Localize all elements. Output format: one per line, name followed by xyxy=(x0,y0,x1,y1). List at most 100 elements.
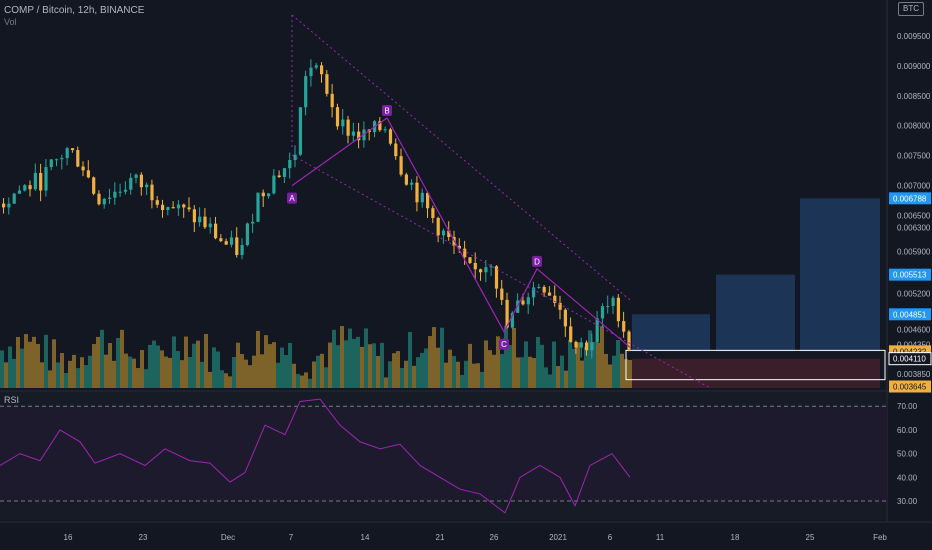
candle xyxy=(145,184,149,188)
candle xyxy=(532,287,536,298)
volume-bar xyxy=(64,372,68,388)
candle xyxy=(569,326,573,342)
volume-bar xyxy=(264,335,268,388)
volume-bar xyxy=(612,355,616,388)
candle xyxy=(436,217,440,236)
volume-bar xyxy=(16,336,20,388)
projection-zones xyxy=(632,198,880,352)
candle xyxy=(431,208,435,218)
volume-bar xyxy=(244,359,248,388)
price-label-badge xyxy=(889,380,931,393)
time-tick-label: Dec xyxy=(221,533,235,542)
candle xyxy=(139,174,143,188)
candle xyxy=(39,172,43,191)
rsi-tick-label: 30.00 xyxy=(897,497,918,506)
pattern-point-a: A xyxy=(287,192,297,204)
candle xyxy=(214,223,218,239)
candle xyxy=(447,230,451,238)
time-tick-label: 6 xyxy=(608,533,613,542)
volume-bar xyxy=(136,368,140,388)
volume-bar xyxy=(340,326,344,388)
candle xyxy=(176,204,181,209)
volume-bar xyxy=(276,362,280,388)
volume-bar xyxy=(608,364,612,388)
candle xyxy=(293,154,297,161)
price-tick-label: 0.007500 xyxy=(897,152,931,161)
volume-bar xyxy=(480,371,484,388)
candle xyxy=(622,321,626,332)
candle xyxy=(277,175,281,177)
pattern-point-label: B xyxy=(384,106,389,115)
currency-badge[interactable]: BTC xyxy=(898,2,924,16)
volume-bar xyxy=(304,372,308,388)
volume-bar xyxy=(416,357,420,388)
volume-bar xyxy=(292,363,296,388)
time-tick-label: 18 xyxy=(731,533,740,542)
candle xyxy=(457,245,461,249)
candle xyxy=(240,245,244,256)
volume-bar xyxy=(456,361,460,388)
volume-bar xyxy=(572,348,576,388)
volume-bar xyxy=(492,354,496,388)
candle xyxy=(70,148,75,151)
volume-bar xyxy=(220,370,224,388)
volume-bar xyxy=(600,326,604,388)
volume-bar xyxy=(592,342,596,388)
price-tick-label: 0.004600 xyxy=(897,325,931,334)
volume-bar xyxy=(584,346,588,388)
candle xyxy=(553,295,557,303)
price-tick-label: 0.009000 xyxy=(897,62,931,71)
volume-bar xyxy=(384,377,388,388)
time-tick-label: 14 xyxy=(361,533,370,542)
volume-bar xyxy=(232,356,236,388)
rsi-tick-label: 40.00 xyxy=(897,473,918,482)
candle xyxy=(192,209,196,223)
time-tick-label: 7 xyxy=(289,533,294,542)
candle xyxy=(394,143,398,157)
volume-bar xyxy=(224,373,228,388)
volume-bar xyxy=(360,346,364,388)
candle xyxy=(325,74,329,94)
volume-bar xyxy=(204,333,208,388)
candle xyxy=(81,166,85,171)
time-tick-label: 16 xyxy=(64,533,73,542)
volume-bar xyxy=(8,346,12,388)
candle xyxy=(182,204,186,208)
candle xyxy=(187,207,191,210)
volume-bar xyxy=(84,365,88,388)
candle xyxy=(60,158,64,160)
volume-bar xyxy=(476,363,480,388)
volume-bar xyxy=(116,337,120,388)
volume-bar xyxy=(616,339,620,388)
rsi-band xyxy=(0,406,887,502)
candle xyxy=(489,266,493,268)
candle xyxy=(595,318,599,343)
volume-bar xyxy=(228,376,232,388)
volume-bar xyxy=(44,334,48,388)
price-tick-label: 0.006300 xyxy=(897,224,931,233)
candle xyxy=(627,331,631,350)
volume-bar xyxy=(356,336,360,388)
volume-bar xyxy=(460,374,464,388)
volume-bar xyxy=(160,350,164,388)
volume-bar xyxy=(440,327,444,388)
candle xyxy=(611,297,615,307)
volume-bar xyxy=(236,342,240,388)
candle xyxy=(388,129,393,144)
candle xyxy=(505,299,509,328)
price-tick-label: 0.008500 xyxy=(897,92,931,101)
rsi-label: RSI xyxy=(4,395,20,405)
volume-bar xyxy=(36,343,40,388)
candle xyxy=(108,197,112,199)
candle xyxy=(33,172,37,190)
candle xyxy=(426,192,430,209)
volume-bar xyxy=(96,336,100,388)
price-tick-label: 0.005900 xyxy=(897,247,931,256)
volume-bar xyxy=(260,354,264,388)
pattern-point-d: D xyxy=(532,255,542,267)
volume-bar xyxy=(496,336,500,388)
volume-bar xyxy=(332,329,336,388)
candle xyxy=(267,193,271,197)
volume-bar xyxy=(144,369,148,388)
